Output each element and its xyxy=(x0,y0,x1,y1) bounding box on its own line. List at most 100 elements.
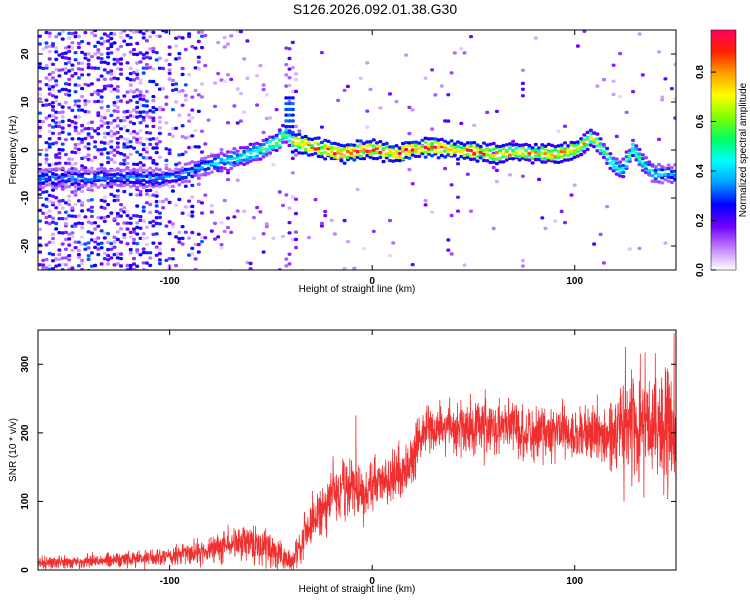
spectrogram-ridge-cell xyxy=(154,172,159,176)
spectrogram-noise-cell xyxy=(261,232,266,236)
spectrogram-ridge-cell xyxy=(611,162,616,167)
spectrogram-noise-cell xyxy=(494,109,499,113)
spectrogram-ridge-cell xyxy=(494,161,499,166)
spectrogram-noise-cell xyxy=(47,142,52,146)
spectrogram-ridge-cell xyxy=(332,141,337,146)
spectrogram-ridge-cell xyxy=(281,123,285,128)
spectrogram-ridge-cell xyxy=(203,160,208,164)
spectrogram-ridge-cell xyxy=(546,155,551,160)
spectrogram-noise-cell xyxy=(637,246,642,250)
spectrogram-noise-cell xyxy=(83,145,88,149)
spectrogram-ridge-cell xyxy=(342,161,347,165)
spectrogram-ridge-cell xyxy=(417,154,422,158)
spectrogram-noise-cell xyxy=(115,58,120,62)
spectrogram-noise-cell xyxy=(352,266,357,270)
chart-title: S126.2026.092.01.38.G30 xyxy=(293,1,457,17)
spectrogram-ridge-cell xyxy=(183,179,188,183)
spectrogram-noise-cell xyxy=(51,201,55,205)
spectrogram-noise-cell xyxy=(203,193,208,197)
spectrogram-ridge-cell xyxy=(621,175,626,179)
spectrogram-ridge-cell xyxy=(307,153,311,157)
spectrogram-ridge-cell xyxy=(653,177,658,181)
spectrogram-noise-cell xyxy=(200,82,204,86)
spectrogram-ridge-cell xyxy=(498,160,503,164)
spectrogram-ridge-cell xyxy=(219,157,224,161)
spectrogram-noise-cell xyxy=(67,49,72,54)
spectrogram-noise-cell xyxy=(449,213,454,218)
spectrogram-ridge-cell xyxy=(504,155,509,159)
spectrogram-noise-cell xyxy=(93,52,98,56)
spectrogram-ridge-cell xyxy=(174,167,179,171)
spectrogram-noise-cell xyxy=(410,263,415,267)
spectrogram-noise-cell xyxy=(157,258,162,262)
spectrogram-noise-cell xyxy=(174,235,179,239)
spectrogram-noise-cell xyxy=(119,252,123,256)
colorbar: 0.00.20.40.60.8 Normalized spectral ampl… xyxy=(695,29,749,277)
spectrogram-noise-cell xyxy=(290,238,295,242)
spectrogram-noise-cell xyxy=(73,146,78,150)
spectrogram-ridge-cell xyxy=(404,155,409,159)
spectrogram-ridge-cell xyxy=(73,167,78,171)
spectrogram-ridge-cell xyxy=(154,180,159,185)
spectrogram-noise-cell xyxy=(151,99,156,103)
spectrogram-noise-cell xyxy=(206,118,211,122)
spectrogram-noise-cell xyxy=(388,92,392,96)
spectrogram-ridge-cell xyxy=(517,149,522,153)
spectrogram-ridge-cell xyxy=(430,147,435,151)
spectrogram-ridge-cell xyxy=(569,152,574,156)
spectrogram-ridge-cell xyxy=(339,143,344,148)
spectrogram-noise-cell xyxy=(86,132,91,136)
spectrogram-noise-cell xyxy=(161,199,166,204)
spectrogram-ridge-cell xyxy=(290,96,295,100)
spectrogram-noise-cell xyxy=(157,126,162,130)
spectrogram-ridge-cell xyxy=(362,141,367,146)
spectrogram-noise-cell xyxy=(164,197,169,202)
spectrogram-ridge-cell xyxy=(401,145,405,150)
spectrogram-noise-cell xyxy=(93,140,98,144)
spectrogram-ridge-cell xyxy=(556,155,561,160)
spectrogram-noise-cell xyxy=(44,153,49,157)
spectrogram-noise-cell xyxy=(294,230,298,234)
spectrogram-ridge-cell xyxy=(391,159,396,163)
spectrogram-noise-cell xyxy=(167,45,172,49)
spectrogram-noise-cell xyxy=(284,73,289,77)
spectrogram-noise-cell xyxy=(76,67,81,71)
spectrogram-ridge-cell xyxy=(216,166,221,170)
spectrogram-noise-cell xyxy=(47,264,52,268)
spectrogram-noise-cell xyxy=(154,209,159,214)
spectrogram-ridge-cell xyxy=(614,157,619,161)
spectrogram-noise-cell xyxy=(73,222,78,226)
spectrogram-noise-cell xyxy=(60,262,65,266)
spectrogram-noise-cell xyxy=(226,216,230,220)
spectrogram-ridge-cell xyxy=(141,178,146,182)
spectrogram-noise-cell xyxy=(138,253,143,257)
spectrogram-ridge-cell xyxy=(329,149,334,154)
spectrogram-noise-cell xyxy=(290,171,295,175)
spectrogram-ridge-cell xyxy=(614,165,619,169)
spectrogram-noise-cell xyxy=(407,131,412,136)
spectrogram-ridge-cell xyxy=(115,172,120,176)
spectrogram-noise-cell xyxy=(106,55,111,59)
spectrogram-ridge-cell xyxy=(112,182,117,186)
spectrogram-noise-cell xyxy=(54,124,59,128)
spectrogram-noise-cell xyxy=(342,267,347,270)
spectrogram-ridge-cell xyxy=(342,144,347,148)
spectrogram-noise-cell xyxy=(112,76,117,80)
spectrogram-noise-cell xyxy=(154,137,159,141)
spectrogram-noise-cell xyxy=(605,205,610,209)
spectrogram-noise-cell xyxy=(135,242,140,246)
spectrogram-noise-cell xyxy=(200,95,204,99)
spectrogram-ridge-cell xyxy=(452,148,457,152)
spectrogram-noise-cell xyxy=(631,90,635,94)
spectrogram-ridge-cell xyxy=(290,144,295,148)
spectrogram-ridge-cell xyxy=(436,141,441,145)
spectrogram-ridge-cell xyxy=(511,143,516,147)
spectrogram-ridge-cell xyxy=(660,176,665,180)
spectrogram-ridge-cell xyxy=(303,142,308,146)
spectrogram-noise-cell xyxy=(290,66,295,70)
spectrogram-noise-cell xyxy=(125,128,130,133)
spectrogram-ridge-cell xyxy=(200,173,204,177)
spectrogram-noise-cell xyxy=(67,161,72,166)
spectrogram-noise-cell xyxy=(76,104,81,108)
